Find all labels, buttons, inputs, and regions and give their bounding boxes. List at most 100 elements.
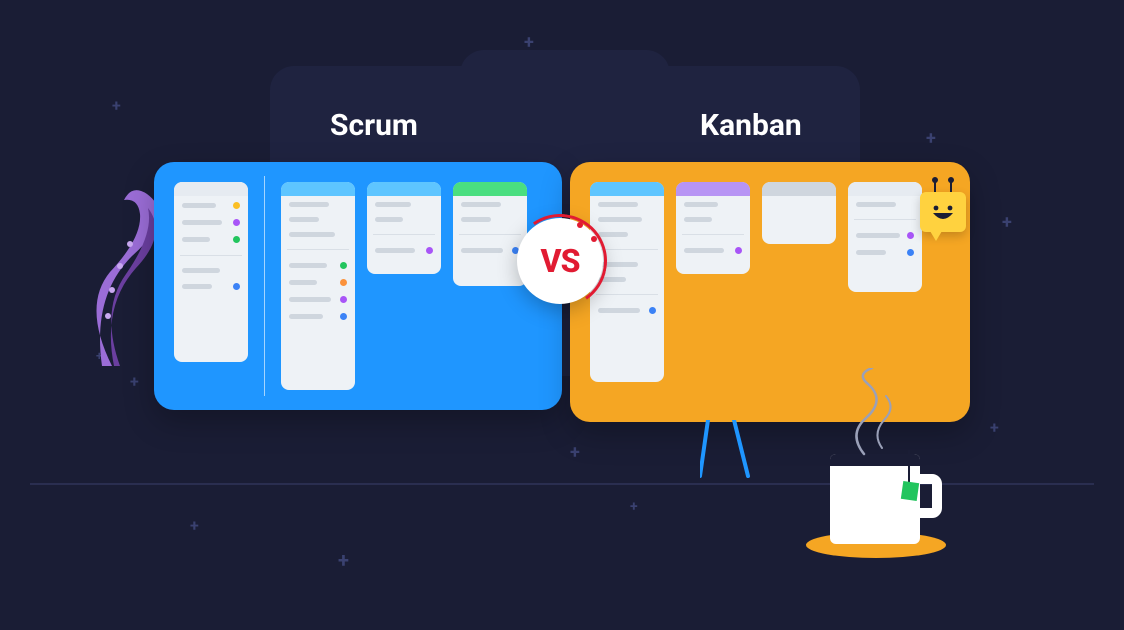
card-text-bar xyxy=(461,202,501,207)
card-text-bar xyxy=(684,217,712,222)
plus-icon: + xyxy=(630,500,638,514)
column-header xyxy=(174,182,248,196)
column-header xyxy=(281,182,355,196)
status-dot xyxy=(735,247,742,254)
card-item xyxy=(856,202,914,207)
column-body xyxy=(762,196,836,212)
card-text-bar xyxy=(375,202,411,207)
card-item xyxy=(684,247,742,254)
card-item xyxy=(182,236,240,243)
column-body xyxy=(848,196,922,266)
card-separator xyxy=(180,255,242,256)
plus-icon: + xyxy=(926,130,936,148)
card-text-bar xyxy=(289,263,327,268)
plus-icon: + xyxy=(1002,214,1012,232)
scrum-board xyxy=(154,162,562,410)
card-separator xyxy=(682,234,744,235)
infographic-stage: ++++++++++++ Scrum Kanban VS xyxy=(0,0,1124,630)
vs-dot-decoration xyxy=(591,236,597,242)
plus-icon: + xyxy=(190,518,199,534)
column-header xyxy=(676,182,750,196)
tea-tag xyxy=(901,481,919,501)
status-dot xyxy=(340,313,347,320)
card-item xyxy=(598,217,656,222)
board-column xyxy=(762,182,836,244)
card-item xyxy=(684,202,742,207)
antenna-icon xyxy=(950,182,952,192)
card-item xyxy=(461,202,519,207)
card-item xyxy=(375,202,433,207)
card-text-bar xyxy=(289,217,319,222)
card-item xyxy=(182,268,240,273)
board-column xyxy=(848,182,922,292)
card-text-bar xyxy=(856,202,896,207)
status-dot xyxy=(907,249,914,256)
board-legs-decoration xyxy=(700,420,770,480)
card-item xyxy=(182,219,240,226)
antenna-icon xyxy=(934,182,936,192)
kanban-title: Kanban xyxy=(700,108,802,143)
card-text-bar xyxy=(856,250,886,255)
card-separator xyxy=(373,234,435,235)
plus-icon: + xyxy=(570,444,580,462)
card-text-bar xyxy=(182,220,222,225)
card-text-bar xyxy=(598,232,628,237)
status-dot xyxy=(649,307,656,314)
card-text-bar xyxy=(289,314,323,319)
card-text-bar xyxy=(375,248,415,253)
card-item xyxy=(289,296,347,303)
card-separator xyxy=(854,219,916,220)
status-dot xyxy=(426,247,433,254)
card-separator xyxy=(459,234,521,235)
card-text-bar xyxy=(289,280,317,285)
scrum-title: Scrum xyxy=(330,108,418,143)
card-item xyxy=(598,232,656,237)
column-body xyxy=(281,196,355,330)
vs-dot-decoration xyxy=(577,222,583,228)
card-separator xyxy=(596,294,658,295)
tea-string xyxy=(908,450,910,484)
status-dot xyxy=(340,279,347,286)
speech-tail-icon xyxy=(930,231,942,241)
card-item xyxy=(289,232,347,237)
card-item xyxy=(182,202,240,209)
status-dot xyxy=(233,236,240,243)
card-item xyxy=(461,217,519,222)
status-dot xyxy=(233,219,240,226)
card-item xyxy=(856,232,914,239)
card-text-bar xyxy=(461,248,503,253)
card-text-bar xyxy=(182,203,216,208)
card-text-bar xyxy=(461,217,491,222)
card-text-bar xyxy=(182,284,212,289)
column-header xyxy=(762,182,836,196)
card-text-bar xyxy=(182,237,210,242)
card-text-bar xyxy=(684,248,724,253)
column-body xyxy=(174,196,248,300)
plus-icon: + xyxy=(130,374,139,390)
board-column xyxy=(281,182,355,390)
card-text-bar xyxy=(289,297,331,302)
card-text-bar xyxy=(375,217,403,222)
card-text-bar xyxy=(684,202,718,207)
column-header xyxy=(590,182,664,196)
card-item xyxy=(598,202,656,207)
card-item xyxy=(289,279,347,286)
status-dot xyxy=(233,202,240,209)
card-item xyxy=(684,217,742,222)
card-item xyxy=(289,262,347,269)
plus-icon: + xyxy=(990,420,999,436)
card-text-bar xyxy=(289,202,329,207)
column-body xyxy=(676,196,750,264)
card-item xyxy=(375,217,433,222)
card-item xyxy=(461,247,519,254)
status-dot xyxy=(340,262,347,269)
board-column xyxy=(174,182,248,362)
status-dot xyxy=(233,283,240,290)
steam-decoration xyxy=(842,368,902,458)
vs-badge: VS xyxy=(517,218,603,304)
card-text-bar xyxy=(598,217,642,222)
smiley-sticker xyxy=(920,192,966,232)
card-item xyxy=(598,277,656,282)
card-text-bar xyxy=(289,232,335,237)
board-divider xyxy=(264,176,265,396)
